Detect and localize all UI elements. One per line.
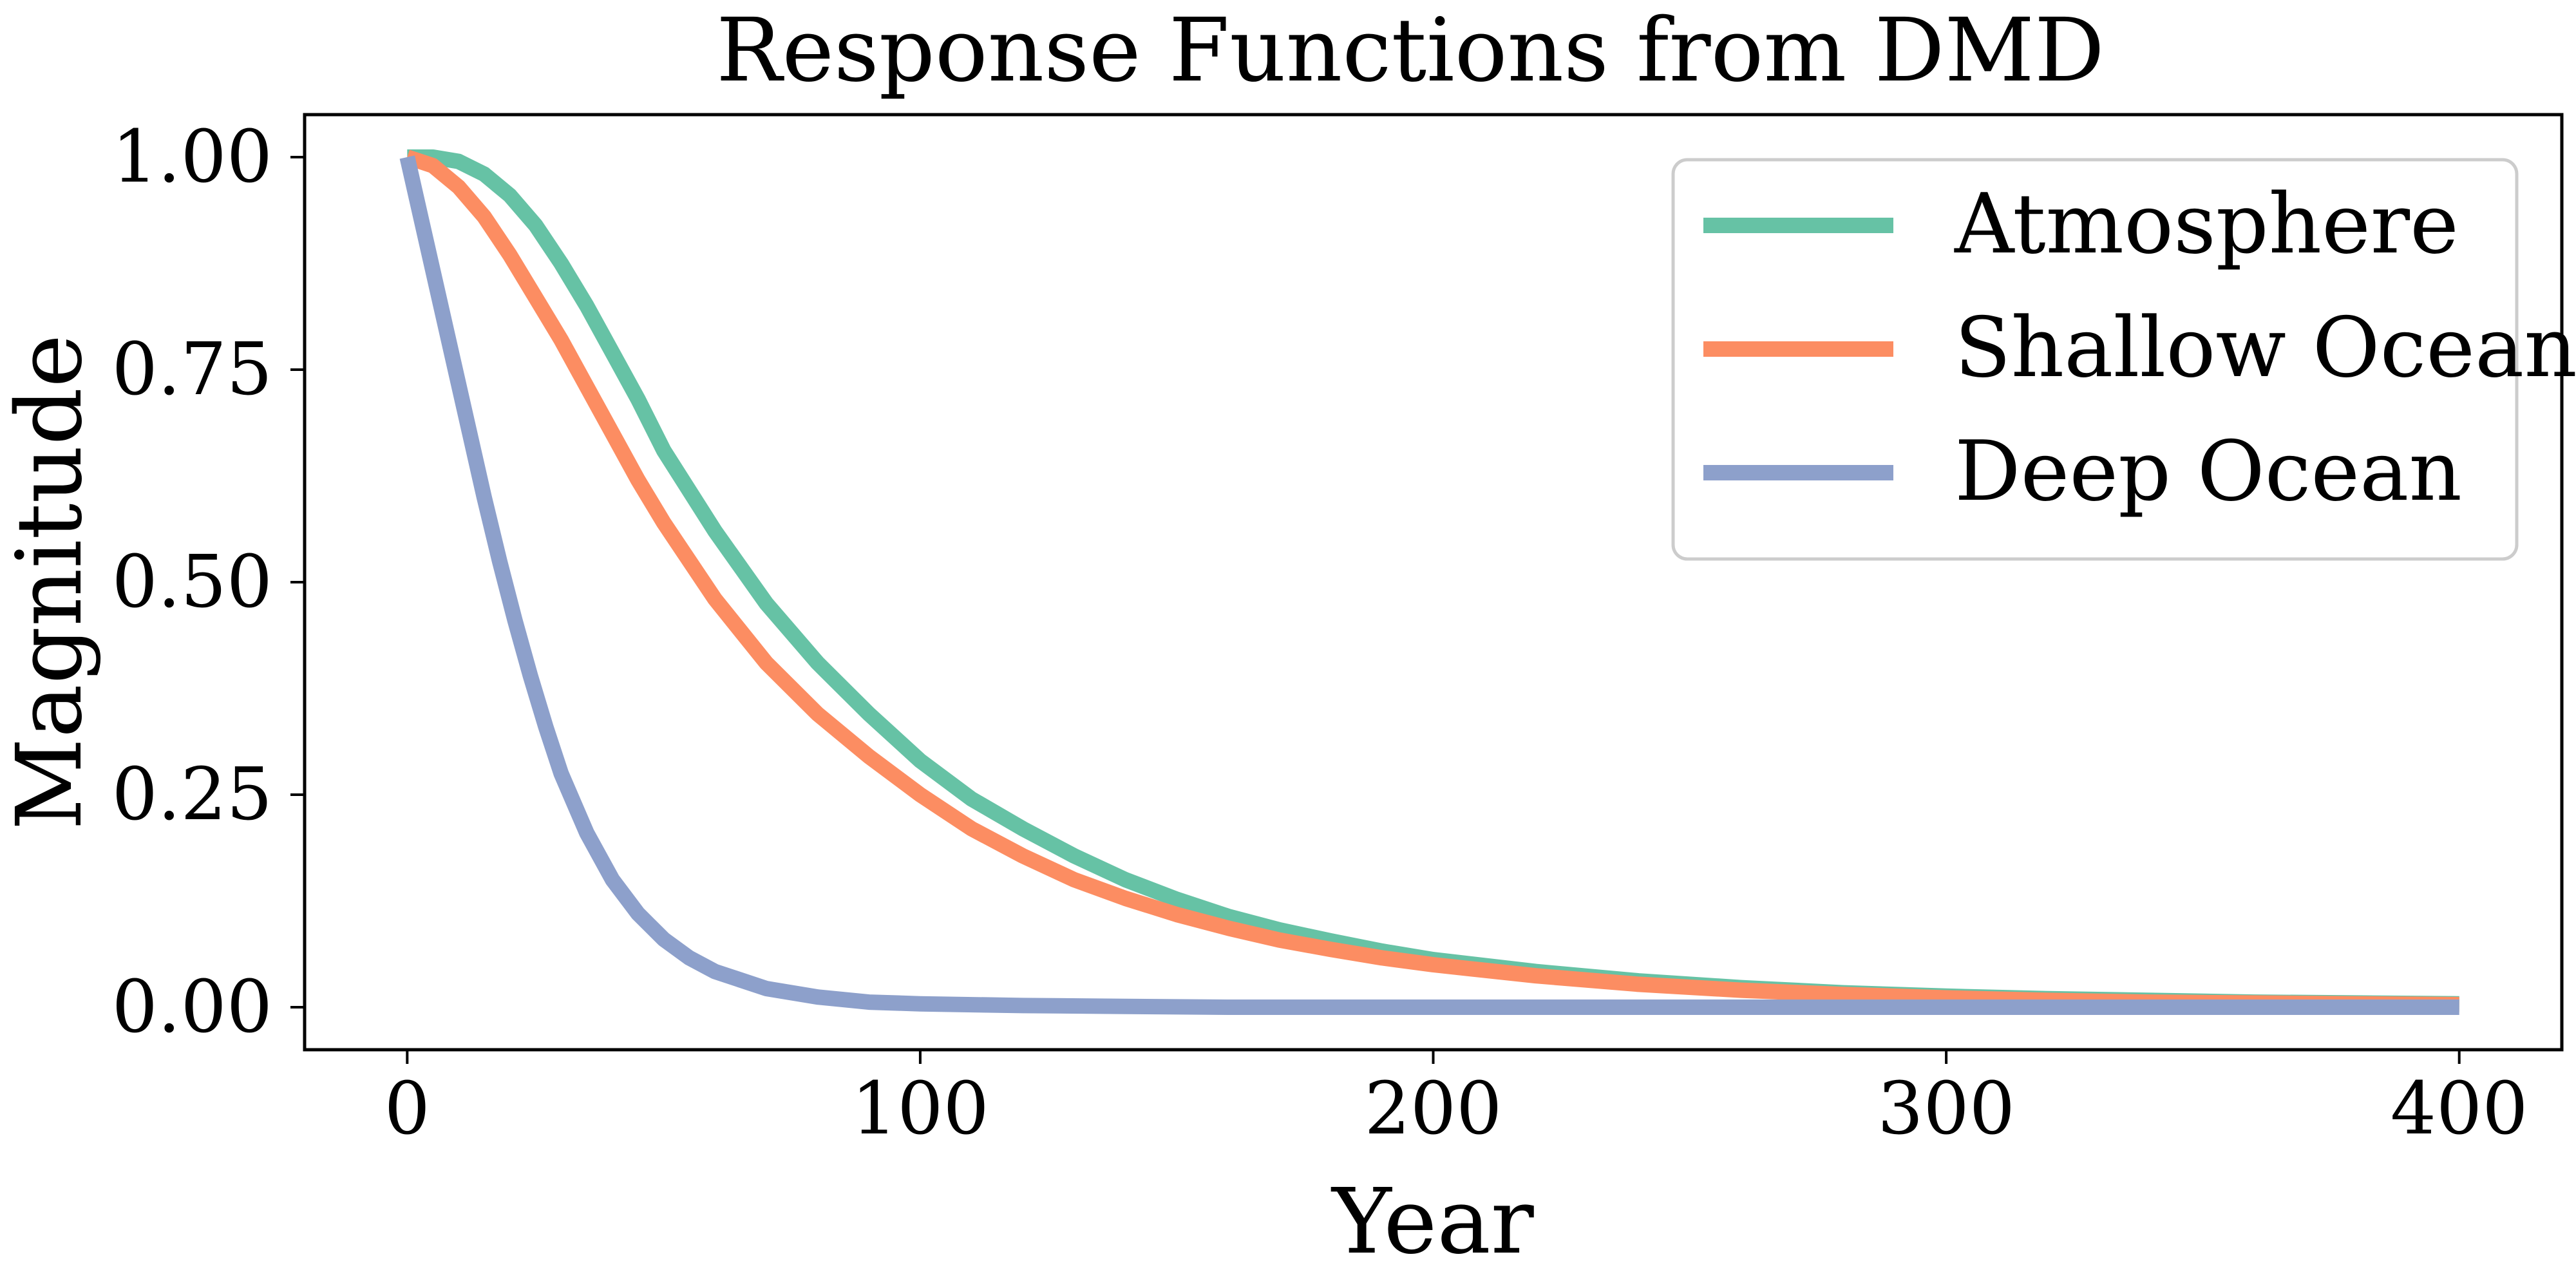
legend-label-atmosphere: Atmosphere [1954, 176, 2459, 272]
x-tick-label: 300 [1877, 1067, 2015, 1151]
x-axis-label: Year [1331, 1170, 1534, 1274]
y-tick-label: 0.75 [112, 328, 272, 412]
y-axis-label: Magnitude [0, 334, 102, 830]
series-line-shallow-ocean [404, 149, 2459, 1012]
x-axis-ticks: 0 100 200 300 400 [384, 1050, 2528, 1151]
legend-label-deep-ocean: Deep Ocean [1955, 424, 2462, 520]
series-lines [399, 149, 2459, 1015]
legend-entries: Atmosphere Shallow Ocean Deep Ocean [1703, 176, 2576, 520]
y-tick-label: 0.25 [112, 753, 272, 837]
y-tick-label: 0.00 [112, 965, 272, 1049]
x-tick-label: 200 [1365, 1067, 1502, 1151]
legend-frame [1671, 158, 2519, 561]
y-tick-label: 0.50 [112, 540, 272, 624]
legend-label-shallow-ocean: Shallow Ocean [1955, 300, 2576, 396]
x-tick-label: 0 [384, 1067, 430, 1151]
x-tick-label: 400 [2391, 1067, 2528, 1151]
legend: Atmosphere Shallow Ocean Deep Ocean [1671, 158, 2576, 561]
x-tick-label: 100 [851, 1067, 989, 1151]
series-line-deep-ocean [399, 155, 2459, 1015]
chart-title: Response Functions from DMD [716, 0, 2105, 102]
y-tick-label: 1.00 [112, 115, 272, 199]
y-axis-ticks: 0.00 0.25 0.50 0.75 1.00 [112, 115, 305, 1049]
